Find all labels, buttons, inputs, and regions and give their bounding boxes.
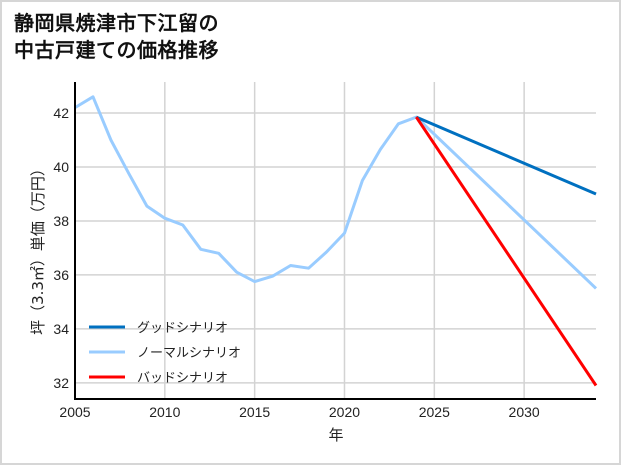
x-tick-label: 2015 bbox=[239, 404, 270, 420]
y-tick-label: 36 bbox=[53, 267, 69, 283]
x-tick-label: 2010 bbox=[149, 404, 180, 420]
y-tick-label: 34 bbox=[53, 321, 69, 337]
chart-title: 静岡県焼津市下江留の 中古戸建ての価格推移 bbox=[14, 10, 219, 64]
chart-title-line1: 静岡県焼津市下江留の bbox=[14, 11, 219, 35]
chart-title-line2: 中古戸建ての価格推移 bbox=[14, 38, 219, 62]
legend-label: バッドシナリオ bbox=[137, 371, 228, 386]
y-tick-label: 42 bbox=[53, 105, 69, 121]
x-axis-label: 年 bbox=[328, 426, 343, 444]
y-tick-label: 40 bbox=[53, 159, 69, 175]
x-tick-label: 2030 bbox=[509, 404, 540, 420]
y-axis-label: 坪（3.3㎡）単価（万円） bbox=[29, 161, 47, 335]
x-tick-label: 2025 bbox=[419, 404, 450, 420]
data-series bbox=[74, 95, 598, 387]
legend-label: グッドシナリオ bbox=[137, 321, 228, 336]
legend-label: ノーマルシナリオ bbox=[137, 346, 241, 361]
y-tick-label: 32 bbox=[53, 375, 69, 391]
y-tick-label: 38 bbox=[53, 213, 69, 229]
x-tick-label: 2020 bbox=[329, 404, 360, 420]
series-line bbox=[415, 115, 597, 196]
tick-labels: 2005 2010 2015 2020 2025 2030 32 34 36 38 40 42 bbox=[53, 105, 539, 420]
x-tick-label: 2005 bbox=[59, 404, 90, 420]
series-line bbox=[74, 95, 598, 290]
axes bbox=[74, 82, 596, 400]
series-line bbox=[415, 116, 598, 387]
